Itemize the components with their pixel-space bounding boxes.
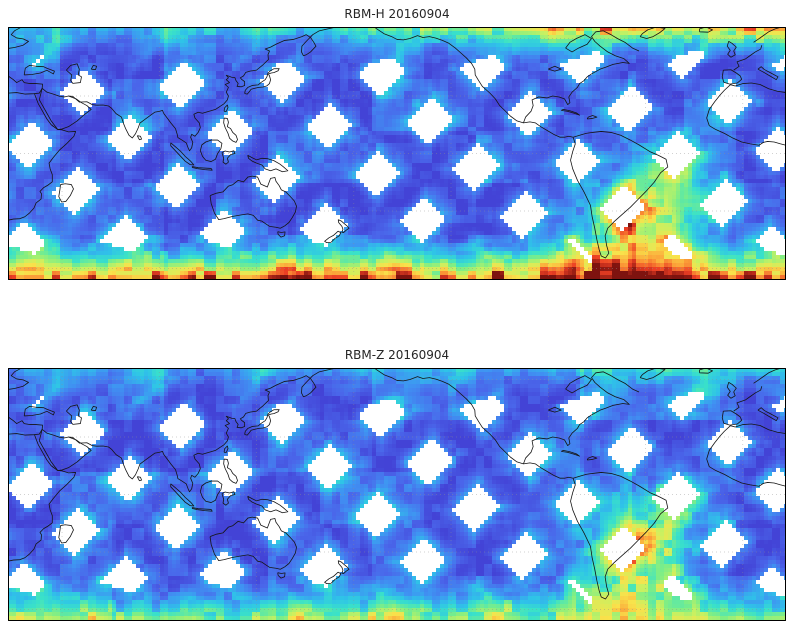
panel-title-rbm-h: RBM-H 20160904 bbox=[344, 7, 450, 21]
swath-map-rbm-z bbox=[8, 368, 786, 621]
panel-rbm-z: RBM-Z 20160904 bbox=[0, 347, 794, 621]
panel-title-rbm-z: RBM-Z 20160904 bbox=[344, 348, 450, 362]
panel-rbm-h: RBM-H 20160904 bbox=[0, 6, 794, 280]
swath-map-rbm-h bbox=[8, 27, 786, 280]
